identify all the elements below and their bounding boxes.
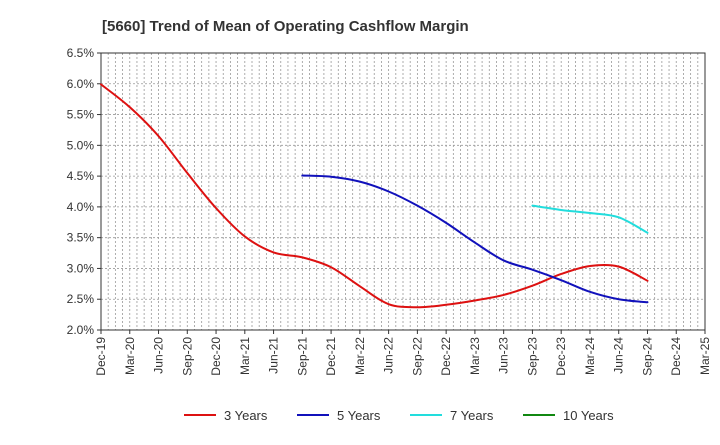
series-line-2 <box>531 204 649 234</box>
x-tick-label: Mar-24 <box>583 337 597 375</box>
x-tick-label: Dec-23 <box>554 337 568 376</box>
y-tick-label: 4.0% <box>67 200 95 214</box>
x-tick-label: Sep-24 <box>640 337 654 376</box>
x-tick-label: Dec-21 <box>324 337 338 376</box>
x-tick-label: Jun-23 <box>497 337 511 374</box>
y-tick-label: 4.5% <box>67 169 95 183</box>
legend-label: 7 Years <box>450 408 494 423</box>
legend-label: 5 Years <box>337 408 381 423</box>
x-tick-label: Jun-22 <box>382 337 396 374</box>
y-tick-label: 6.0% <box>67 77 95 91</box>
x-tick-label: Sep-20 <box>180 337 194 376</box>
y-tick-label: 3.0% <box>67 261 95 275</box>
x-tick-label: Sep-21 <box>295 337 309 376</box>
x-tick-label: Mar-20 <box>123 337 137 375</box>
x-tick-label: Dec-22 <box>439 337 453 376</box>
x-tick-label: Mar-21 <box>238 337 252 375</box>
chart-title: [5660] Trend of Mean of Operating Cashfl… <box>102 18 469 35</box>
y-tick-label: 6.5% <box>67 46 95 60</box>
axes: 6.5% 6.0% 5.5% 5.0% 4.5% 4.0% 3.5% 3.0% 2.5% 2.0%… <box>67 46 712 376</box>
x-tick-label: Sep-23 <box>525 337 539 376</box>
y-tick-label: 2.0% <box>67 323 95 337</box>
grid <box>101 53 705 330</box>
y-tick-label: 5.0% <box>67 138 95 152</box>
series-line-0 <box>100 83 649 309</box>
plot-frame <box>100 52 706 331</box>
x-tick-label: Dec-19 <box>94 337 108 376</box>
x-tick-label: Jun-20 <box>152 337 166 374</box>
x-tick-label: Mar-22 <box>353 337 367 375</box>
x-tick-label: Dec-24 <box>669 337 683 376</box>
legend: 3 Years 5 Years 7 Years 10 Years <box>184 408 614 423</box>
x-tick-label: Dec-20 <box>209 337 223 376</box>
x-tick-label: Jun-24 <box>612 337 626 374</box>
x-tick-label: Mar-23 <box>468 337 482 375</box>
x-tick-label: Mar-25 <box>698 337 712 375</box>
x-tick-label: Jun-21 <box>267 337 281 374</box>
x-tick-label: Sep-22 <box>410 337 424 376</box>
series-line-1 <box>301 174 649 304</box>
y-tick-label: 3.5% <box>67 231 95 245</box>
legend-label: 3 Years <box>224 408 268 423</box>
legend-label: 10 Years <box>563 408 614 423</box>
series-lines <box>100 83 649 309</box>
y-tick-label: 2.5% <box>67 292 95 306</box>
y-tick-label: 5.5% <box>67 108 95 122</box>
